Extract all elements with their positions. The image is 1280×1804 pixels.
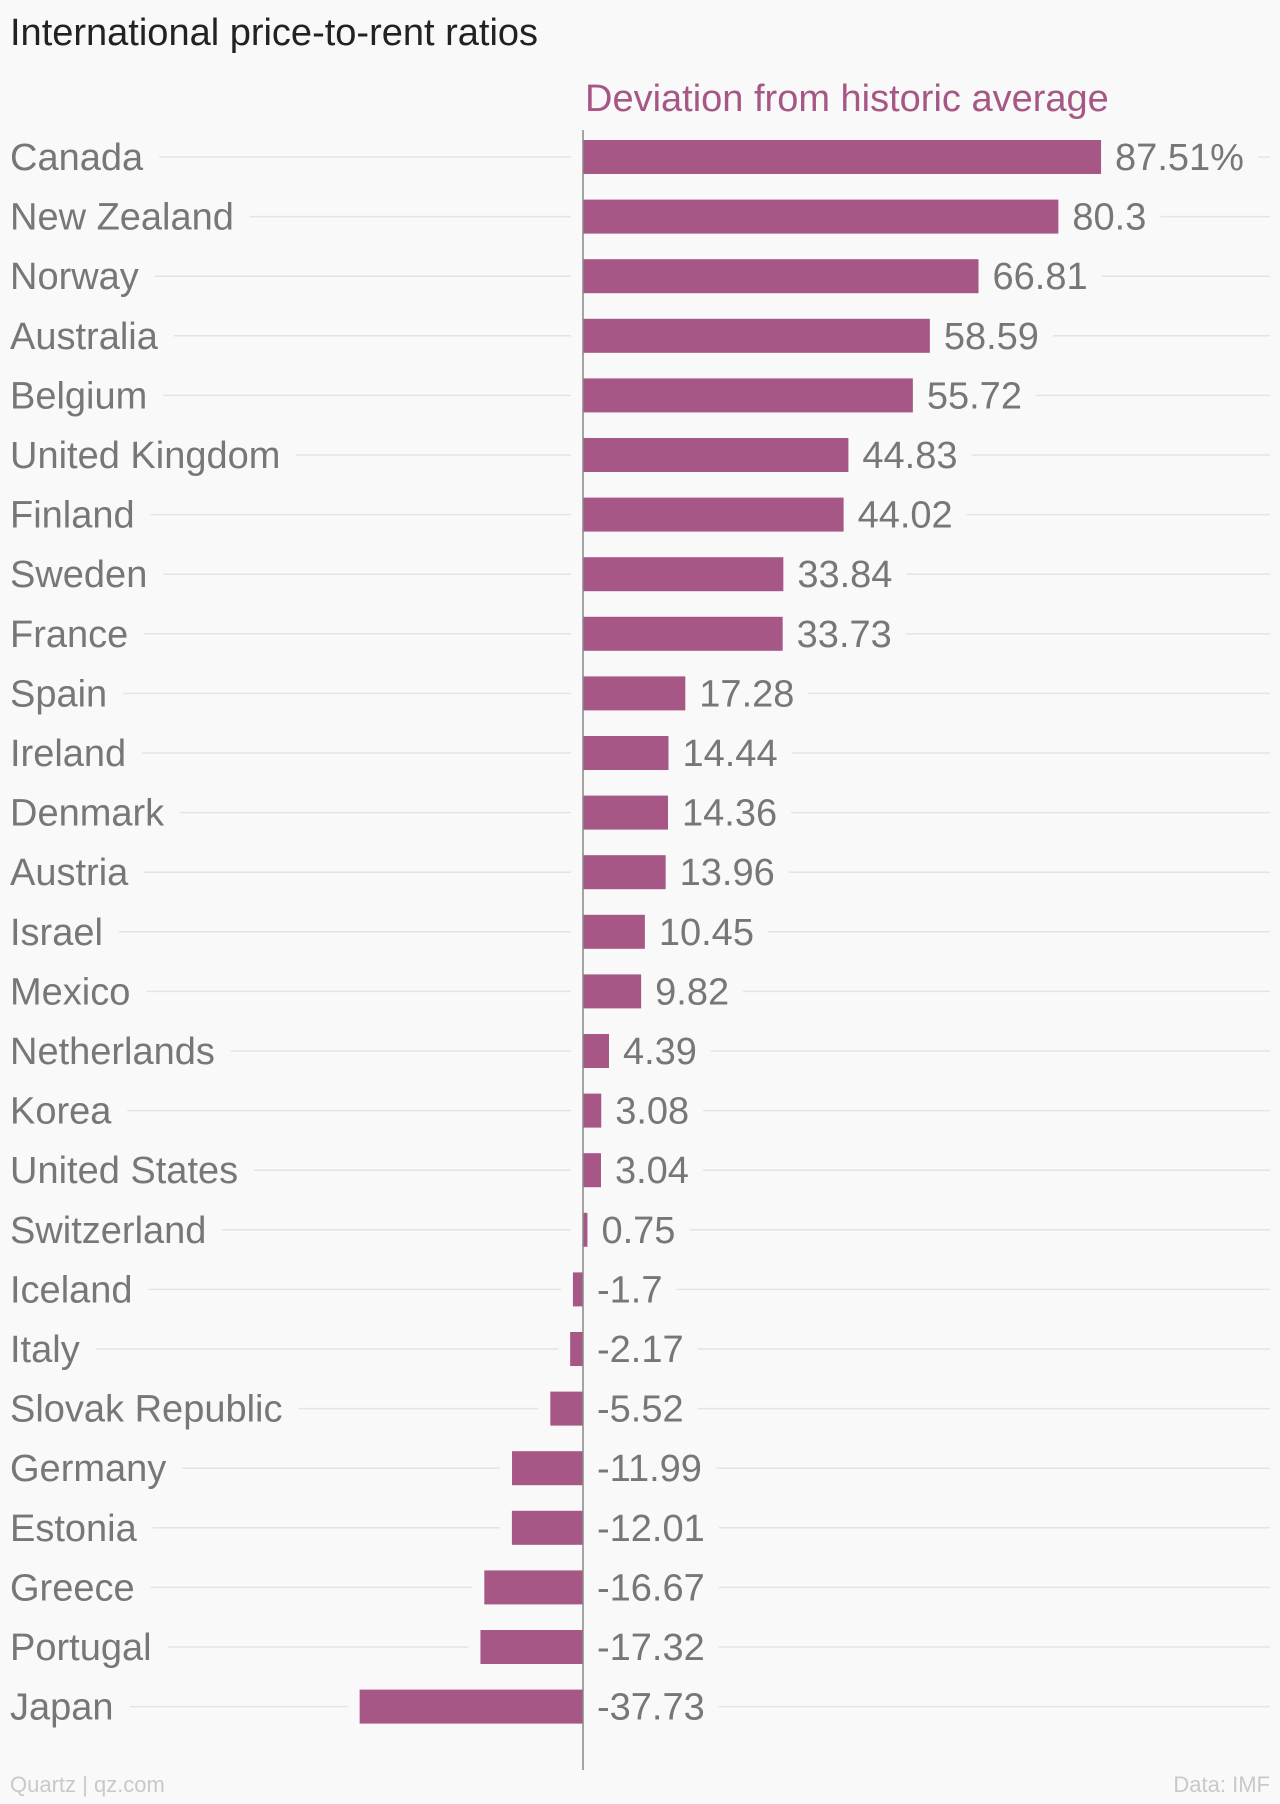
value-label: 9.82 — [655, 971, 729, 1013]
chart-title: International price-to-rent ratios — [10, 12, 539, 54]
category-label: Canada — [10, 137, 144, 179]
category-label: Iceland — [10, 1269, 133, 1311]
category-label: Germany — [10, 1448, 166, 1490]
category-label: Finland — [10, 495, 135, 537]
value-label: -17.32 — [597, 1627, 705, 1669]
bar — [583, 1153, 601, 1188]
data-source: Data: IMF — [1173, 1772, 1270, 1797]
bar — [583, 378, 913, 413]
bar — [583, 676, 686, 711]
category-label: Switzerland — [10, 1210, 206, 1252]
bar — [583, 438, 849, 472]
category-label: Korea — [10, 1091, 112, 1133]
category-label: Sweden — [10, 554, 147, 596]
category-label: Ireland — [10, 733, 126, 775]
category-label: United States — [10, 1150, 238, 1192]
value-label: 17.28 — [699, 673, 794, 715]
category-label: Japan — [10, 1687, 114, 1729]
value-label: 44.02 — [858, 495, 953, 537]
bar — [511, 1510, 583, 1545]
bar — [583, 557, 784, 592]
bar — [583, 1034, 609, 1068]
value-label: 14.44 — [682, 733, 777, 775]
value-label: -2.17 — [597, 1329, 684, 1371]
bar — [484, 1570, 583, 1605]
value-label: 0.75 — [601, 1210, 675, 1252]
bar — [583, 199, 1059, 234]
series-label: Deviation from historic average — [585, 78, 1109, 120]
category-label: Australia — [10, 316, 159, 358]
category-label: Netherlands — [10, 1031, 215, 1073]
bar — [570, 1332, 583, 1366]
bar — [583, 318, 930, 353]
value-label: 33.84 — [797, 554, 892, 596]
value-label: 55.72 — [927, 375, 1022, 417]
value-label: 3.08 — [615, 1091, 689, 1133]
bar — [583, 1212, 588, 1247]
bar — [583, 1093, 602, 1128]
value-label: 66.81 — [993, 256, 1088, 298]
category-label: Denmark — [10, 793, 165, 835]
bar — [583, 736, 669, 770]
bar — [583, 974, 642, 1009]
value-label: -11.99 — [597, 1448, 702, 1490]
value-label: 33.73 — [797, 614, 892, 656]
category-label: Estonia — [10, 1508, 138, 1550]
bar — [583, 140, 1102, 174]
category-label: Spain — [10, 673, 107, 715]
value-label: 14.36 — [682, 793, 777, 835]
value-label: -16.67 — [597, 1567, 705, 1609]
bar — [512, 1451, 583, 1486]
value-label: 4.39 — [623, 1031, 697, 1073]
value-label: -12.01 — [597, 1508, 705, 1550]
value-label: 13.96 — [680, 852, 775, 894]
category-label: United Kingdom — [10, 435, 280, 477]
bar — [572, 1272, 583, 1307]
category-label: Mexico — [10, 971, 130, 1013]
source-credit: Quartz | qz.com — [10, 1772, 165, 1797]
category-label: France — [10, 614, 128, 656]
value-label: -1.7 — [597, 1269, 662, 1311]
category-label: Belgium — [10, 375, 147, 417]
bar — [583, 259, 979, 294]
category-label: New Zealand — [10, 197, 234, 239]
category-label: Greece — [10, 1567, 135, 1609]
bar — [583, 914, 645, 949]
value-label: 87.51% — [1115, 137, 1244, 179]
category-label: Norway — [10, 256, 139, 298]
value-label: 3.04 — [615, 1150, 689, 1192]
bar — [583, 855, 666, 890]
bar — [583, 497, 844, 532]
value-label: 58.59 — [944, 316, 1039, 358]
bar — [359, 1689, 583, 1724]
value-label: 44.83 — [862, 435, 957, 477]
category-label: Austria — [10, 852, 129, 894]
bar — [550, 1391, 583, 1426]
value-label: 80.3 — [1072, 197, 1146, 239]
bar — [480, 1630, 583, 1664]
value-label: -5.52 — [597, 1389, 684, 1431]
category-label: Italy — [10, 1329, 80, 1371]
category-label: Israel — [10, 912, 103, 954]
category-label: Slovak Republic — [10, 1389, 282, 1431]
bar — [583, 795, 669, 830]
bar — [583, 616, 783, 651]
category-label: Portugal — [10, 1627, 152, 1669]
value-label: -37.73 — [597, 1687, 705, 1729]
value-label: 10.45 — [659, 912, 754, 954]
